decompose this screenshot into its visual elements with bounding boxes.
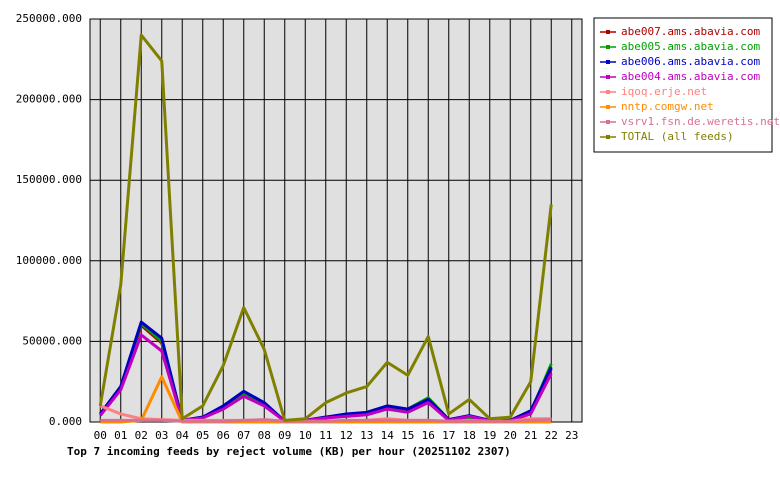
x-tick-label: 11 [319,429,332,442]
x-tick-label: 03 [155,429,168,442]
x-tick-label: 19 [483,429,496,442]
series-line [100,418,552,423]
legend-label: abe007.ams.abavia.com [621,25,760,38]
legend-marker [606,90,610,94]
series-line [98,33,553,422]
legend-marker [606,120,610,124]
x-tick-label: 05 [196,429,209,442]
x-tick-label: 00 [94,429,107,442]
legend-marker [606,75,610,79]
x-tick-label: 14 [381,429,395,442]
x-tick-label: 10 [299,429,312,442]
legend-label: nntp.comgw.net [621,100,714,113]
series-line [99,333,553,423]
x-tick-label: 20 [504,429,517,442]
legend-marker [606,30,610,34]
x-tick-label: 08 [258,429,271,442]
legend-marker [606,135,610,139]
x-tick-label: 13 [360,429,373,442]
x-tick-label: 02 [135,429,148,442]
y-tick-label: 100000.000 [16,254,82,267]
x-tick-label: 16 [422,429,435,442]
x-tick-label: 01 [114,429,127,442]
legend-marker [606,105,610,109]
y-tick-label: 50000.000 [22,334,82,347]
y-tick-label: 200000.000 [16,93,82,106]
x-tick-label: 23 [565,429,578,442]
x-tick-label: 12 [340,429,353,442]
y-tick-label: 250000.000 [16,12,82,25]
x-tick-label: 15 [401,429,414,442]
y-tick-label: 150000.000 [16,173,82,186]
x-tick-label: 09 [278,429,291,442]
x-tick-label: 06 [217,429,230,442]
x-tick-label: 04 [176,429,190,442]
legend-label: vsrv1.fsn.de.weretis.net [621,115,780,128]
x-tick-label: 22 [545,429,558,442]
x-tick-label: 07 [237,429,250,442]
legend-label: abe004.ams.abavia.com [621,70,760,83]
legend-marker [606,45,610,49]
x-axis-label: Top 7 incoming feeds by reject volume (K… [67,445,511,458]
legend-label: TOTAL (all feeds) [621,130,734,143]
x-tick-label: 21 [524,429,537,442]
legend-box [593,17,773,153]
x-tick-label: 17 [442,429,455,442]
legend-label: abe006.ams.abavia.com [621,55,760,68]
legend-label: abe005.ams.abavia.com [621,40,760,53]
y-tick-label: 0.000 [49,415,82,428]
x-tick-label: 18 [463,429,476,442]
legend-marker [606,60,610,64]
legend-label: iqoq.erje.net [621,85,707,98]
